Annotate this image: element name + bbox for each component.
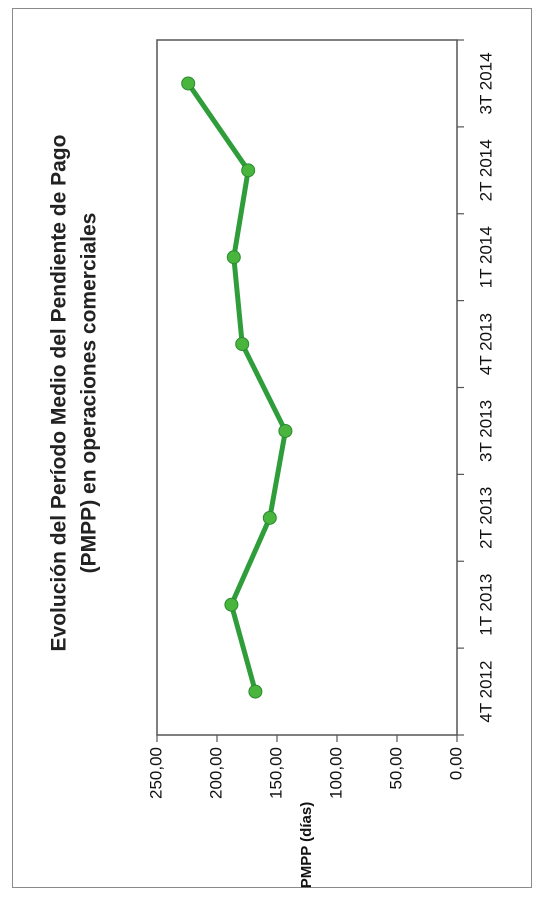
x-tick-label: 2T 2013 [476, 487, 495, 549]
data-point [224, 597, 239, 612]
y-axis: 0,00 50,00 100,00 150,00 200,00 250,00 [146, 735, 465, 799]
x-tick-label: 1T 2014 [476, 226, 495, 288]
series-layer [181, 76, 293, 699]
data-point [226, 250, 241, 265]
y-tick-label: 200,00 [206, 747, 225, 799]
chart-frame [12, 8, 532, 888]
y-tick-label: 100,00 [326, 747, 345, 799]
data-point [262, 510, 277, 525]
y-tick-label: 150,00 [266, 747, 285, 799]
plot-area [156, 39, 458, 736]
x-tick-label: 4T 2013 [476, 313, 495, 375]
chart-title-line-1: Evolución del Período Medio del Pendient… [48, 135, 71, 652]
y-tick-label: 50,00 [386, 747, 405, 790]
x-tick-label: 2T 2014 [476, 139, 495, 201]
data-point [241, 163, 256, 178]
x-tick-label: 3T 2013 [476, 400, 495, 462]
y-axis-label: PMPP (días) [298, 802, 315, 888]
chart-title: Evolución del Período Medio del Pendient… [48, 135, 101, 652]
chart-title-line-2: (PMPP) en operaciones comerciales [78, 213, 101, 574]
data-point [181, 76, 196, 91]
data-point [235, 337, 250, 352]
y-tick-label: 0,00 [446, 747, 465, 780]
x-tick-label: 1T 2013 [476, 574, 495, 636]
x-tick-label: 4T 2012 [476, 661, 495, 723]
y-tick-label: 250,00 [146, 747, 165, 799]
x-tick-label: 3T 2014 [476, 52, 495, 114]
x-axis: 4T 2012 1T 2013 2T 2013 3T 2013 4T 2013 1T 20… [457, 39, 495, 736]
data-point [248, 684, 263, 699]
series-line [185, 80, 288, 695]
data-point [278, 423, 293, 438]
